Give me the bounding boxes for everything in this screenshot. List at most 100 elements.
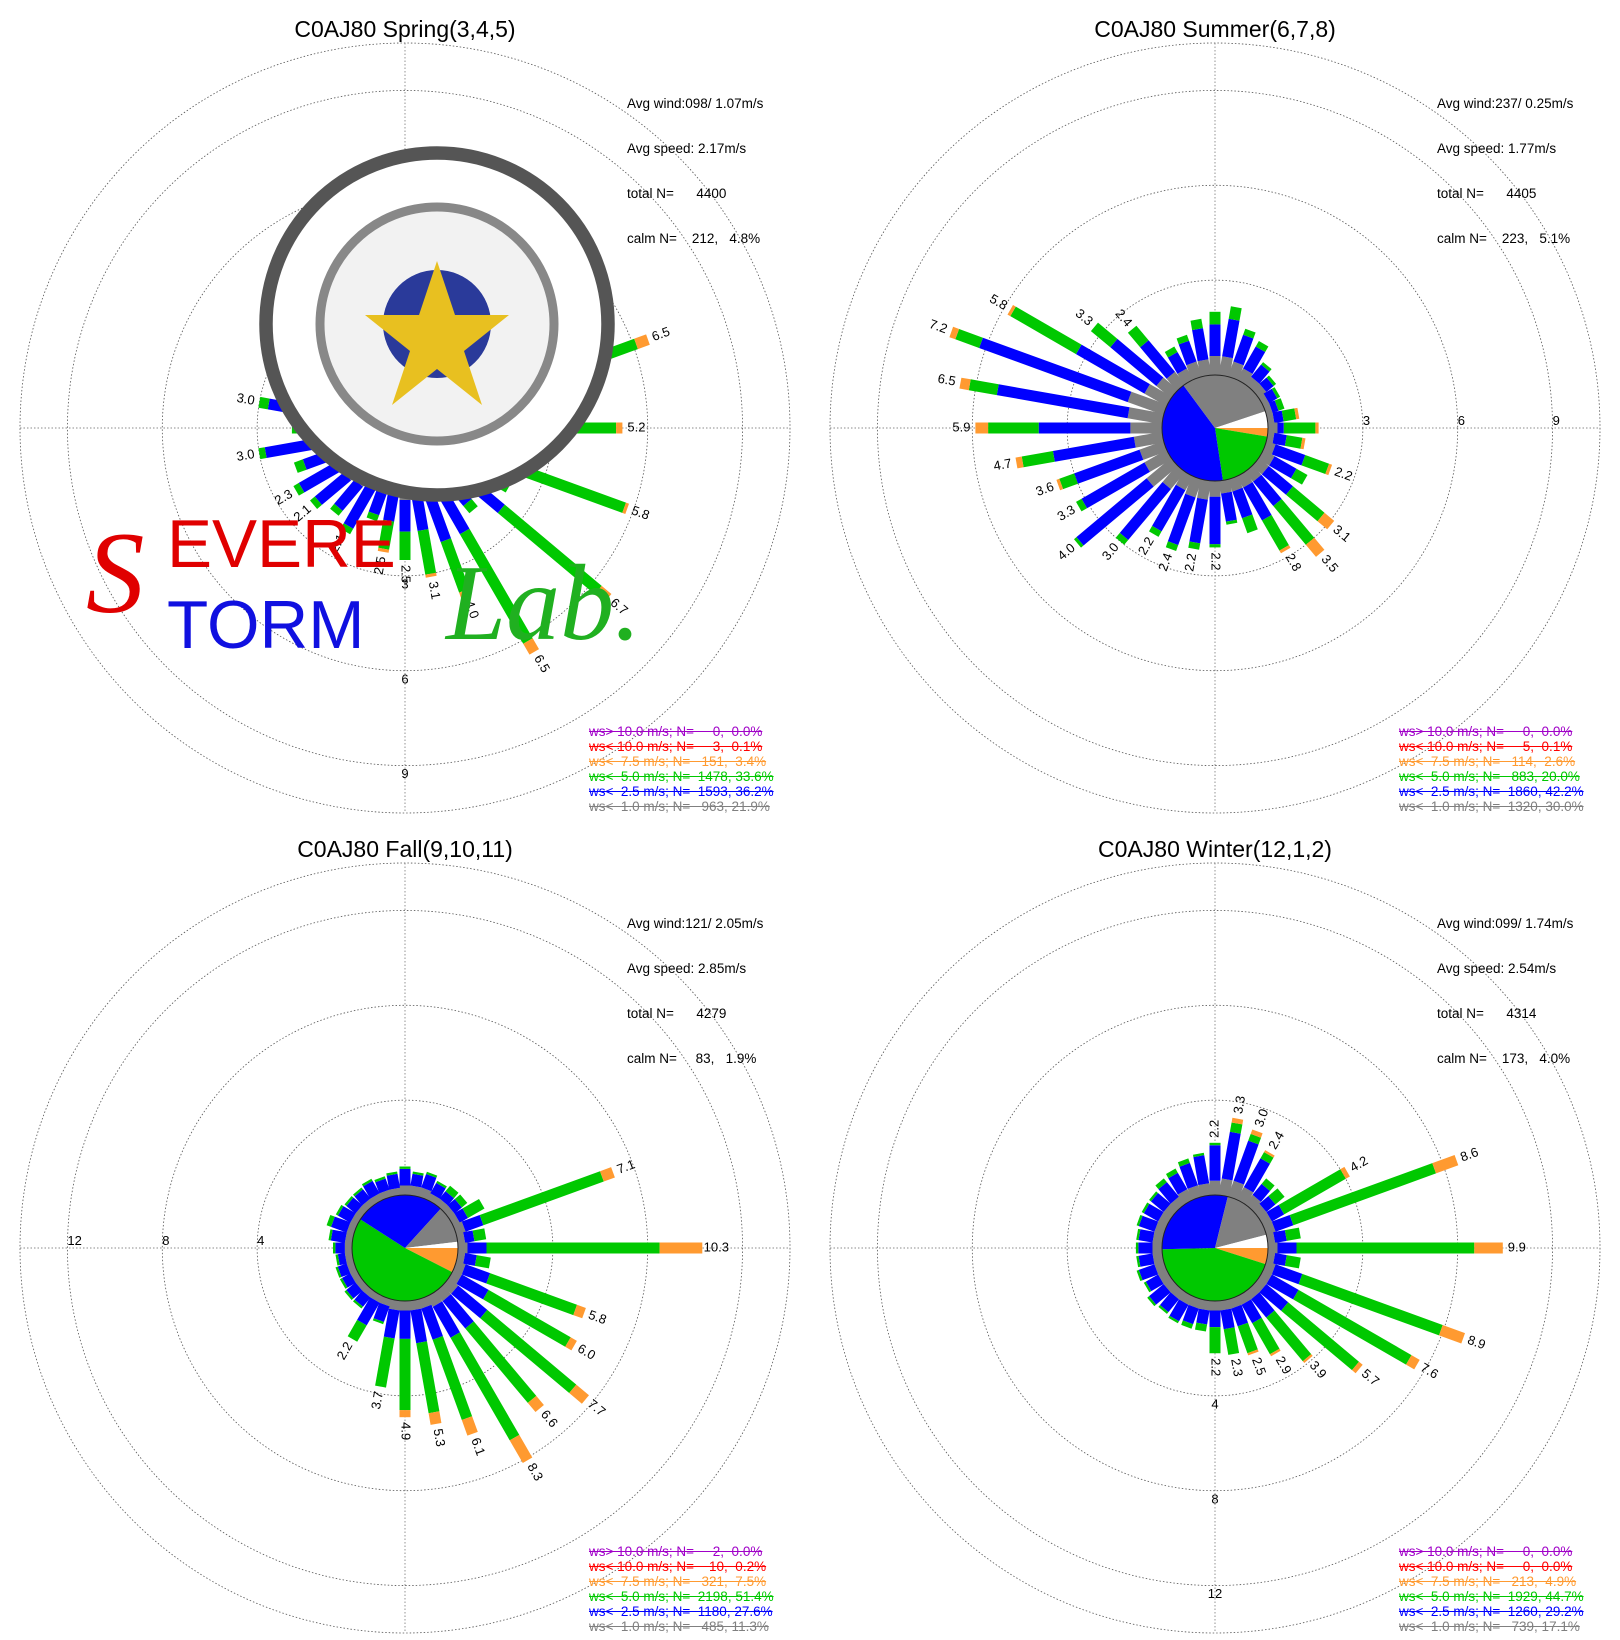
bar-segment-270-lt1 (344, 1242, 352, 1254)
bar-segment-0-lt5 (1209, 1142, 1221, 1146)
bar-segment-50-lt5 (1268, 1188, 1285, 1205)
bar-segment-30-lt5 (1255, 341, 1269, 352)
bar-total-label: 5.3 (431, 1427, 449, 1447)
bar-segment-310-lt2_5 (1150, 1193, 1171, 1212)
bar-segment-160-lt2_5 (1232, 487, 1253, 519)
bar-segment-0-lt1 (1209, 356, 1221, 375)
bar-segment-260-lt5 (258, 447, 267, 460)
svg-text:S: S (86, 509, 145, 638)
bar-segment-230-lt2_5 (346, 1282, 363, 1299)
bar-total-label: 3.5 (1318, 552, 1341, 575)
bar-segment-170-lt5 (1225, 519, 1238, 525)
bar-total-label: 6.5 (650, 324, 672, 344)
bar-segment-230-lt1 (1146, 457, 1178, 487)
bar-total-label: 2.4 (1265, 1129, 1287, 1152)
bar-segment-70-lt2_5 (461, 1215, 484, 1232)
avg-wind: Avg wind:237/ 0.25m/s (1437, 96, 1574, 111)
bar-segment-110-lt7_5 (622, 502, 629, 514)
speed-legend: ws> 10.0 m/s; N= 0, 0.0% ws< 10.0 m/s; N… (589, 724, 774, 814)
bar-segment-100-lt2_5 (463, 1253, 477, 1266)
bar-segment-190-lt2_5 (383, 494, 399, 522)
bar-segment-90-lt2_5 (1277, 1242, 1297, 1254)
bar-segment-120-lt5 (483, 1289, 571, 1347)
bar-total-label: 3.0 (1251, 1107, 1271, 1129)
bar-segment-140-lt7_5 (1305, 537, 1325, 557)
bar-segment-180-lt5 (399, 1338, 411, 1411)
bar-segment-250-lt5 (293, 459, 307, 473)
total-count: total N= 4279 (627, 1006, 727, 1021)
bar-segment-20-lt5 (426, 1171, 438, 1178)
bar-segment-80-lt7_5 (1294, 407, 1300, 420)
bar-segment-60-lt1 (448, 1213, 460, 1227)
pie-slice-lt2_5 (1162, 385, 1223, 481)
bar-segment-200-lt1 (379, 1295, 392, 1307)
pie-slice-lt1 (405, 1208, 458, 1248)
bar-segment-260-lt1 (344, 1251, 354, 1264)
bar-segment-180-lt5 (1209, 1327, 1221, 1354)
bar-segment-330-lt1 (370, 1193, 384, 1205)
bar-segment-240-lt2_5 (1145, 1274, 1164, 1292)
bar-segment-60-lt5 (462, 1199, 485, 1218)
grid-ring (877, 90, 1553, 766)
bar-segment-240-lt5 (293, 482, 305, 496)
bar-segment-210-lt2_5 (357, 1297, 380, 1326)
bar-total-label: 7.2 (927, 316, 949, 336)
bar-segment-320-lt2_5 (1140, 340, 1175, 379)
bar-segment-60-lt2_5 (1263, 388, 1278, 404)
wind-stats: Avg wind:098/ 1.07m/s Avg speed: 2.17m/s… (627, 66, 763, 276)
bar-segment-310-lt5 (344, 1196, 354, 1206)
bar-segment-330-lt2_5 (363, 1180, 380, 1199)
bar-segment-70-lt1 (1262, 402, 1273, 415)
bar-segment-170-lt5 (417, 529, 437, 575)
bar-total-label: 7.1 (615, 1156, 637, 1176)
bar-total-label: 6.5 (937, 371, 957, 389)
bar-segment-120-lt7_5 (565, 1337, 577, 1351)
bar-segment-150-lt2_5 (432, 1301, 460, 1338)
bar-total-label: 3.7 (368, 1390, 386, 1410)
bar-segment-10-lt1 (1218, 356, 1233, 377)
bar-segment-180-lt2_5 (399, 1310, 411, 1339)
bar-segment-240-lt5 (339, 1278, 348, 1289)
bar-segment-290-lt2_5 (979, 337, 1132, 403)
bar-segment-160-lt2_5 (421, 1304, 443, 1340)
ring-label: 9 (1553, 413, 1560, 428)
pie-slice-lt1 (1183, 375, 1266, 428)
bar-segment-190-lt7_5 (377, 547, 390, 553)
bar-segment-290-lt2_5 (1138, 1215, 1159, 1232)
bar-segment-350-lt5 (1190, 318, 1203, 331)
svg-text:TORM: TORM (167, 588, 365, 663)
bar-segment-280-lt2_5 (1138, 1229, 1155, 1243)
svg-text:Lab.: Lab. (444, 544, 641, 663)
bar-segment-270-lt2_5 (335, 1242, 345, 1254)
bar-segment-110-lt7_5 (1325, 463, 1333, 476)
bar-segment-270-lt1 (1152, 1242, 1162, 1254)
bar-segment-90-lt1 (1268, 1242, 1278, 1254)
legend-entry-lt7_5: ws< 7.5 m/s; N= 321, 7.5% (589, 1574, 767, 1589)
windrose-panel-fall: 7.1 10.3 5.8 6.0 7.7 6.6 8.3 6.1 5.3 4.9 3.7 2.2 4 8 1… (0, 820, 810, 1640)
pie-outline (1161, 1194, 1269, 1302)
legend-entry-lt2_5: ws< 2.5 m/s; N= 1260, 29.2% (1399, 1604, 1584, 1619)
legend-entry-lt10: ws< 10.0 m/s; N= 5, 0.1% (1399, 739, 1573, 754)
bar-segment-0-lt5 (399, 1166, 411, 1169)
bar-segment-250-lt2_5 (337, 1263, 351, 1277)
bar-segment-70-lt7_5 (1432, 1155, 1459, 1174)
bar-segment-80-lt2_5 (463, 1230, 475, 1243)
bar-segment-80-lt1 (1266, 412, 1275, 425)
bar-segment-110-lt5 (1301, 455, 1330, 474)
bar-segment-200-lt5 (1181, 1320, 1194, 1329)
bar-total-label: 2.2 (1135, 534, 1157, 557)
bar-segment-200-lt1 (1185, 475, 1202, 498)
bar-segment-20-lt2_5 (421, 1174, 437, 1192)
bar-segment-200-lt2_5 (368, 490, 387, 516)
calm-count: calm N= 223, 5.1% (1437, 231, 1571, 246)
bar-segment-130-lt2_5 (1261, 466, 1293, 495)
bar-segment-160-lt5 (432, 1336, 473, 1420)
bar-segment-10-lt5 (1228, 306, 1242, 321)
bar-segment-230-lt5 (1147, 1296, 1157, 1307)
bar-segment-300-lt5 (1010, 306, 1082, 355)
bar-segment-310-lt5 (1149, 1191, 1158, 1202)
bar-segment-260-lt1 (1133, 431, 1164, 448)
severe-storm-lab-logo: S EVERE TORM Lab. (50, 22, 641, 663)
bar-total-label: 2.8 (1283, 551, 1305, 574)
wind-stats: Avg wind:099/ 1.74m/s Avg speed: 2.54m/s… (1437, 886, 1573, 1096)
